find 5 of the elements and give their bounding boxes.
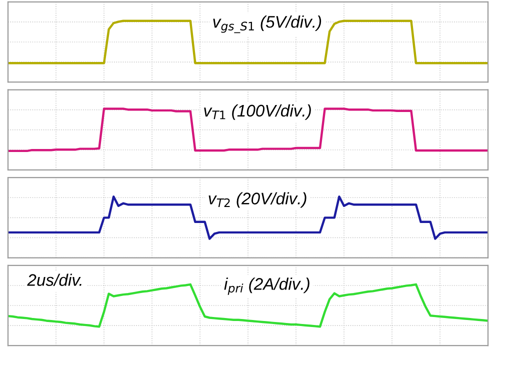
chart-title: v$_{T2}$ (20V/div.): [208, 192, 306, 208]
chart-title: v$_{T1}$ (100V/div.): [204, 104, 311, 120]
chart-title: i$_{pri}$ (2A/div.): [224, 278, 310, 295]
chart-title: v$_{gs_S1}$ (5V/div.): [213, 16, 322, 34]
annotation: 2us/div.: [27, 274, 82, 286]
